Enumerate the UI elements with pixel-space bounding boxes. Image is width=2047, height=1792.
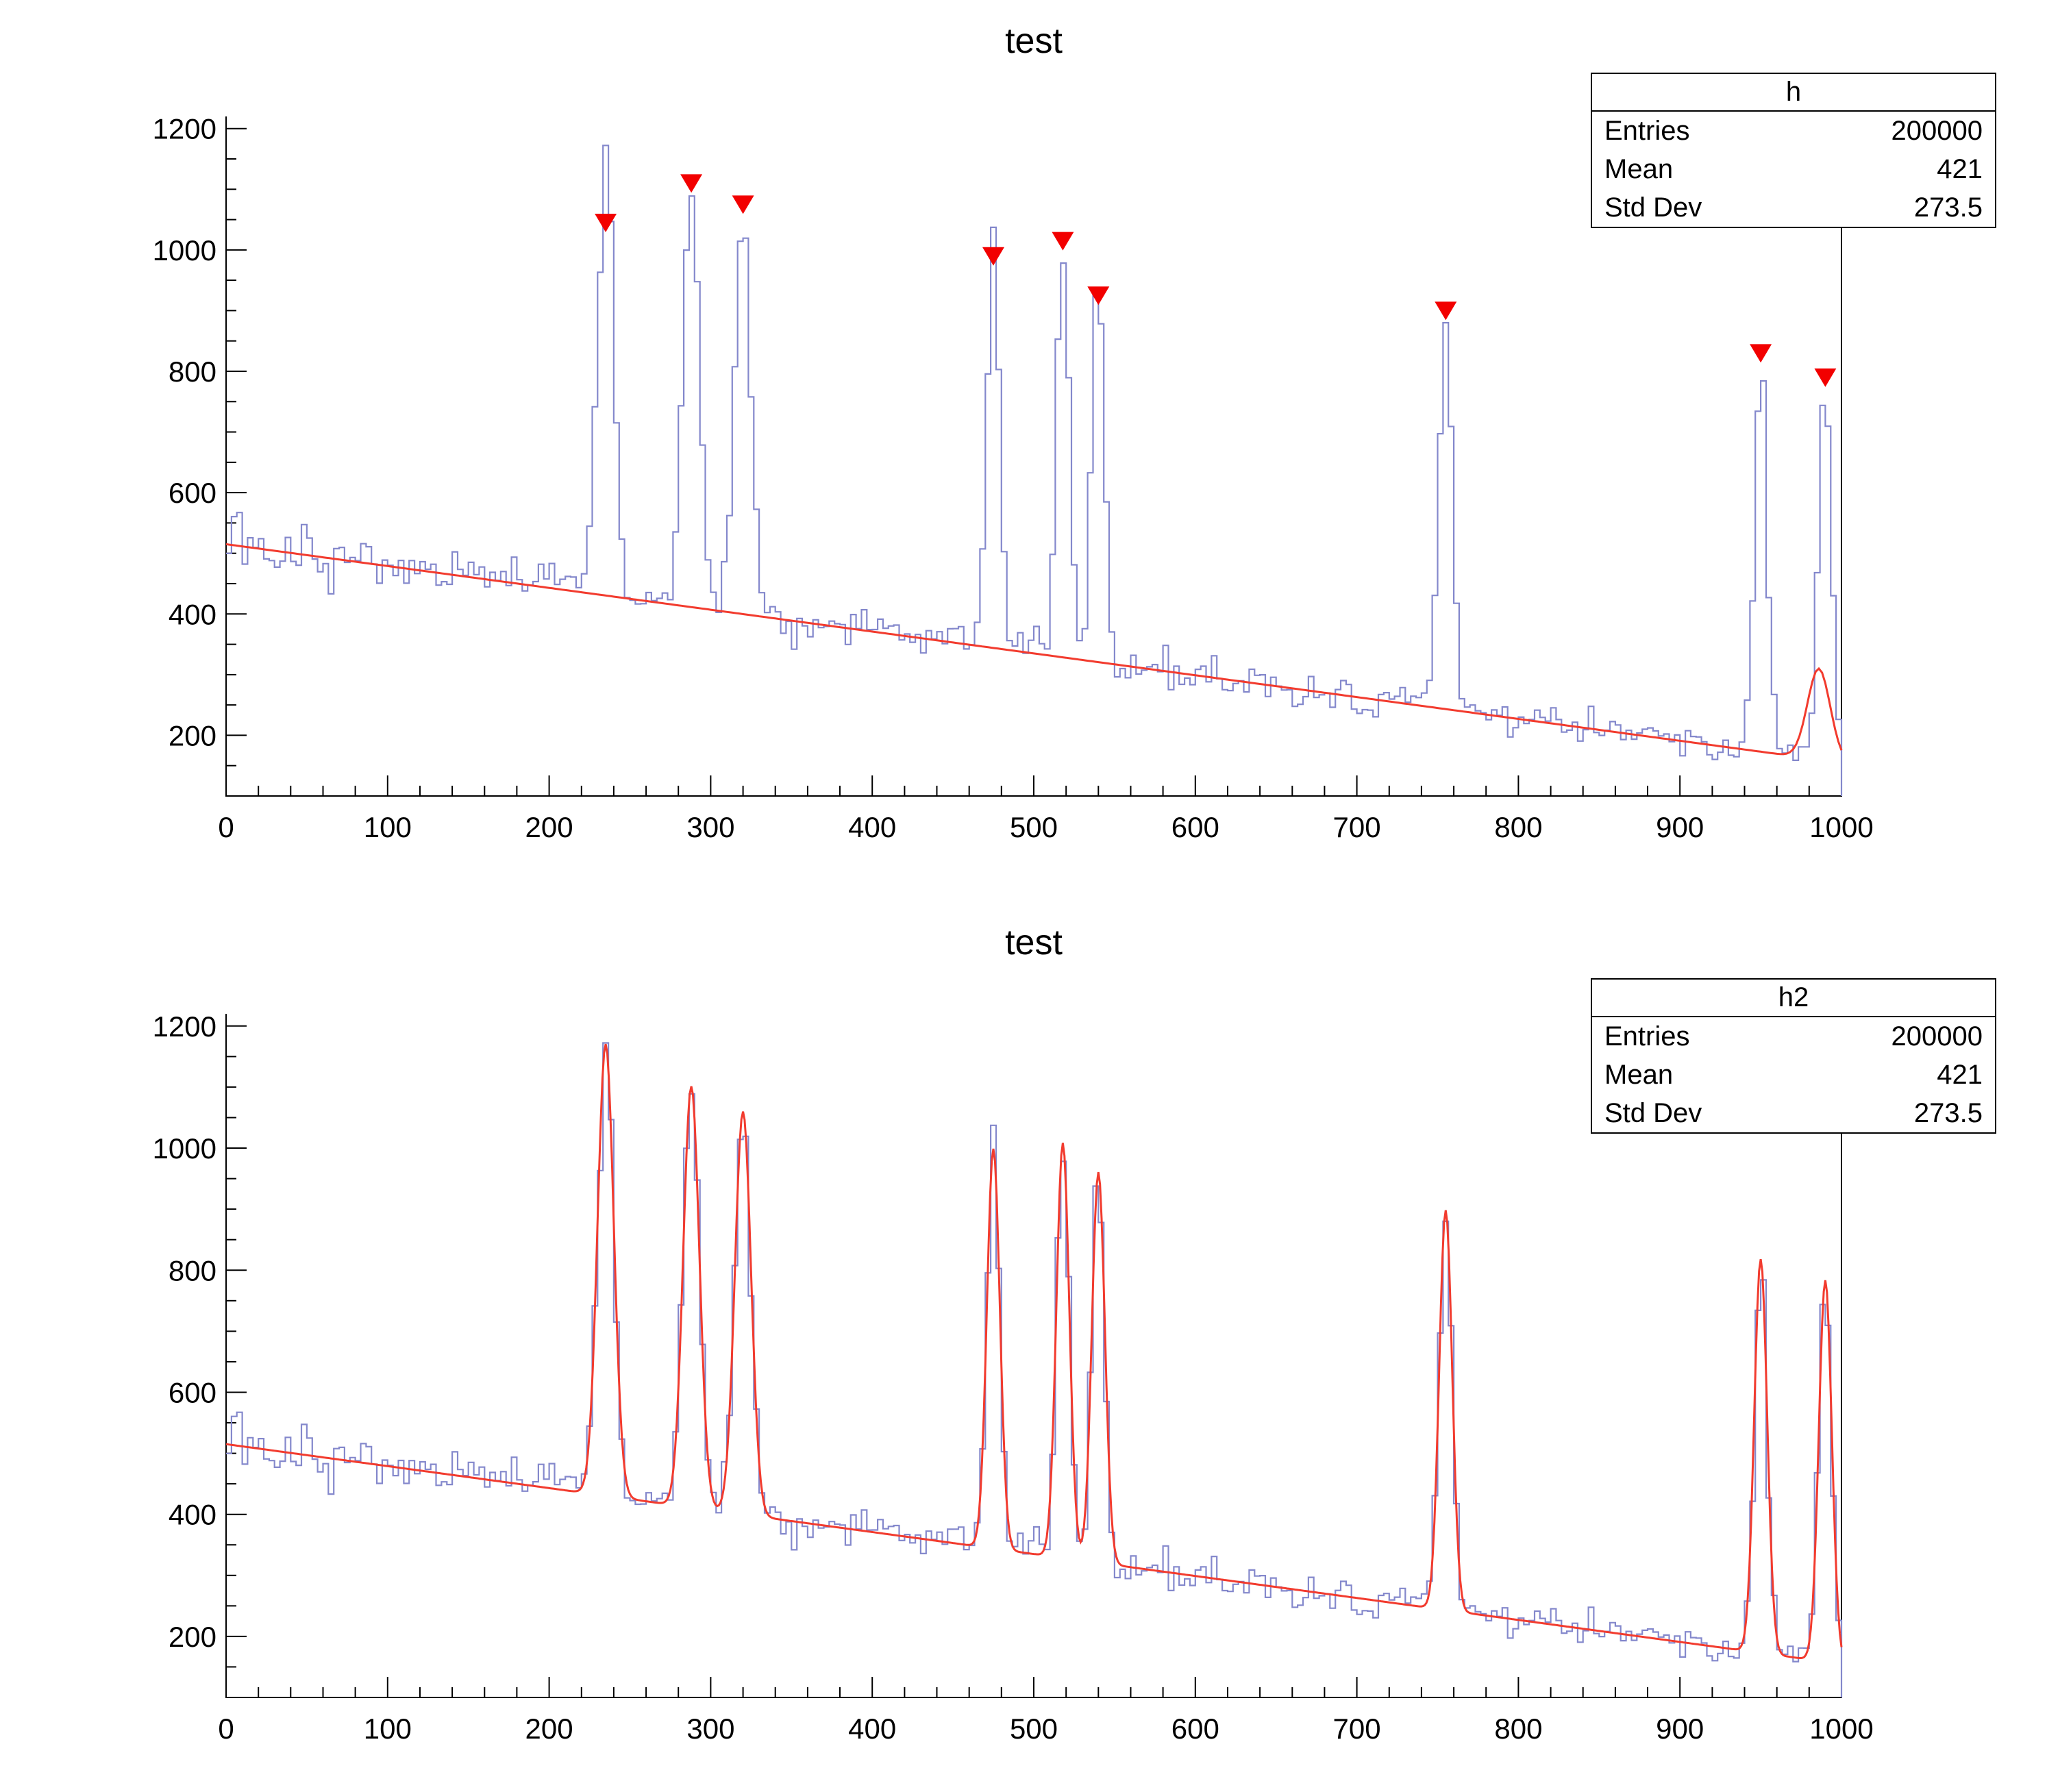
peak-marker (1087, 286, 1110, 306)
y-tick-label: 800 (169, 356, 216, 388)
stats-row-mean: Mean 421 (1592, 150, 1995, 188)
x-tick-label: 500 (1010, 1713, 1058, 1745)
peak-marker (1750, 344, 1772, 363)
y-tick-label: 400 (169, 1499, 216, 1531)
stats-value: 421 (1937, 1060, 1983, 1090)
stats-label: Mean (1604, 1060, 1674, 1090)
stats-value: 200000 (1891, 1021, 1983, 1051)
x-tick-label: 1000 (1809, 811, 1873, 843)
x-tick-label: 200 (525, 1713, 573, 1745)
histogram-line (226, 145, 1843, 796)
x-tick-label: 600 (1171, 811, 1219, 843)
x-tick-label: 300 (686, 1713, 734, 1745)
x-axis-ticks: 0 100 200 300 400 500 600 700 800 900 1000 (218, 1677, 1874, 1745)
stats-label: Entries (1604, 1021, 1690, 1051)
y-tick-label: 800 (169, 1254, 216, 1286)
peak-marker (732, 195, 754, 214)
y-axis-ticks: 200 400 600 800 1000 1200 (153, 113, 247, 767)
y-tick-label: 600 (169, 477, 216, 509)
x-tick-label: 400 (848, 1713, 896, 1745)
x-tick-label: 300 (686, 811, 734, 843)
chart-panel-0: 0 100 200 300 400 500 600 700 800 900 1000 200 400 60… (153, 113, 1874, 843)
background-curve (225, 543, 1843, 756)
stats-box-h: h Entries 200000 Mean 421 Std Dev 273.5 (1591, 73, 1996, 228)
x-tick-label: 0 (218, 811, 234, 843)
x-tick-label: 700 (1333, 811, 1381, 843)
stats-value: 421 (1937, 154, 1983, 184)
y-axis-ticks: 200 400 600 800 1000 1200 (153, 1010, 247, 1668)
x-tick-label: 100 (364, 1713, 412, 1745)
y-tick-label: 1000 (153, 234, 216, 266)
y-tick-label: 400 (169, 598, 216, 630)
y-tick-label: 1200 (153, 1010, 216, 1043)
stats-label: Entries (1604, 116, 1690, 146)
stats-row-entries: Entries 200000 (1592, 112, 1995, 150)
x-tick-label: 800 (1494, 811, 1542, 843)
y-tick-label: 600 (169, 1377, 216, 1409)
histogram-line (226, 1042, 1843, 1697)
x-tick-label: 900 (1656, 1713, 1704, 1745)
y-tick-label: 1000 (153, 1132, 216, 1165)
peak-marker (680, 174, 703, 193)
x-tick-label: 200 (525, 811, 573, 843)
x-tick-label: 500 (1010, 811, 1058, 843)
x-axis-ticks: 0 100 200 300 400 500 600 700 800 900 1000 (218, 775, 1874, 843)
stats-label: Std Dev (1604, 192, 1702, 223)
peak-marker (1052, 232, 1074, 251)
peak-marker (1814, 368, 1837, 387)
stats-row-stddev: Std Dev 273.5 (1592, 188, 1995, 227)
stats-label: Mean (1604, 154, 1674, 184)
chart-panel-1: 0 100 200 300 400 500 600 700 800 900 1000 200 400 60… (153, 1010, 1874, 1745)
y-tick-label: 1200 (153, 113, 216, 145)
peak-marker (982, 247, 1004, 266)
x-tick-label: 400 (848, 811, 896, 843)
stats-label: Std Dev (1604, 1098, 1702, 1128)
x-tick-label: 1000 (1809, 1713, 1873, 1745)
stats-value: 200000 (1891, 116, 1983, 146)
stats-value: 273.5 (1913, 1098, 1983, 1128)
chart-title-bottom: test (1005, 923, 1063, 962)
x-tick-label: 600 (1171, 1713, 1219, 1745)
stats-box-h2: h2 Entries 200000 Mean 421 Std Dev 273.5 (1591, 978, 1996, 1134)
stats-row-stddev: Std Dev 273.5 (1592, 1094, 1995, 1132)
peak-marker (1435, 301, 1457, 321)
fit-curve (225, 1043, 1843, 1659)
chart-title-top: test (1005, 21, 1063, 61)
x-tick-label: 100 (364, 811, 412, 843)
y-tick-label: 200 (169, 1621, 216, 1653)
stats-box-title: h (1592, 74, 1995, 112)
x-tick-label: 700 (1333, 1713, 1381, 1745)
stats-row-mean: Mean 421 (1592, 1056, 1995, 1094)
x-tick-label: 800 (1494, 1713, 1542, 1745)
peak-markers (595, 174, 1837, 387)
stats-value: 273.5 (1913, 192, 1983, 223)
stats-box-title: h2 (1592, 980, 1995, 1017)
y-tick-label: 200 (169, 719, 216, 751)
x-tick-label: 900 (1656, 811, 1704, 843)
stats-row-entries: Entries 200000 (1592, 1017, 1995, 1056)
x-tick-label: 0 (218, 1713, 234, 1745)
peak-marker (595, 214, 617, 232)
